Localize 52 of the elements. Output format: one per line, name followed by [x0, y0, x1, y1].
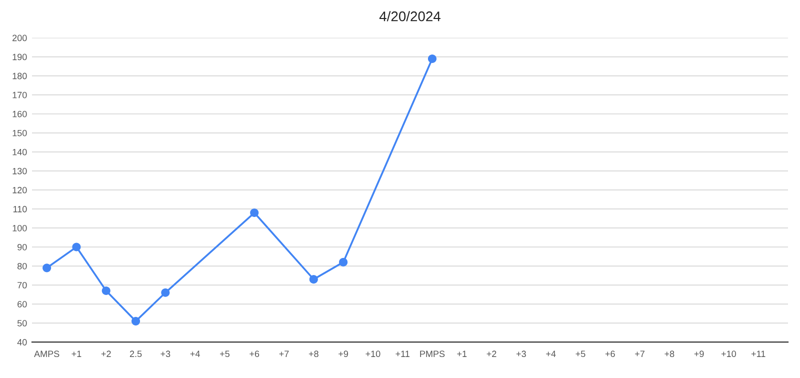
- y-tick-label: 150: [12, 130, 27, 136]
- x-tick-label: +1: [72, 350, 82, 357]
- x-tick-label: +7: [635, 350, 644, 357]
- y-tick-label: 100: [12, 224, 27, 232]
- point: [339, 258, 348, 266]
- point: [131, 316, 140, 326]
- x-tick-label: +5: [220, 350, 230, 358]
- x-tick-label: AMPS: [34, 350, 60, 358]
- y-tick-label: 80: [17, 262, 27, 270]
- x-tick-label: +8: [308, 350, 318, 358]
- x-tick-label: +6: [605, 350, 615, 358]
- point: [102, 286, 110, 296]
- x-tick-label: +2: [101, 350, 111, 357]
- y-tick-label: 70: [18, 282, 27, 288]
- point: [42, 264, 52, 272]
- y-tick-label: 120: [12, 186, 27, 194]
- x-tick-label: +4: [190, 350, 200, 357]
- x-tick-label: +4: [546, 350, 556, 357]
- x-tick-label: +11: [751, 350, 766, 357]
- y-tick-label: 140: [12, 148, 27, 156]
- x-tick-label: +10: [721, 350, 736, 358]
- y-tick-label: 60: [18, 301, 27, 308]
- x-tick-label: 2.5: [130, 350, 142, 358]
- y-tick-label: 200: [12, 34, 27, 42]
- point: [72, 242, 81, 252]
- x-tick-label: +1: [457, 350, 467, 357]
- point: [250, 208, 259, 218]
- x-tick-label: +9: [694, 350, 704, 358]
- point: [428, 54, 437, 63]
- x-tick-label: +3: [516, 350, 526, 358]
- x-tick-label: +11: [396, 350, 410, 357]
- y-tick-label: 50: [17, 320, 27, 326]
- x-tick-label: +10: [366, 350, 380, 358]
- x-tick-label: +8: [664, 350, 674, 358]
- x-tick-label: +3: [160, 350, 170, 358]
- y-tick-label: 110: [13, 206, 27, 212]
- y-tick-label: 90: [18, 244, 27, 250]
- point: [161, 288, 170, 297]
- x-tick-label: +5: [576, 350, 586, 358]
- x-tick-label: +6: [250, 350, 260, 358]
- x-tick-label: +2: [486, 350, 496, 357]
- y-tick-label: 130: [12, 168, 27, 174]
- x-tick-label: PMPS: [420, 350, 445, 358]
- y-tick-label: 160: [12, 110, 27, 118]
- y-tick-label: 180: [12, 72, 27, 80]
- point: [309, 275, 318, 284]
- x-tick-label: +9: [338, 350, 348, 358]
- x-tick-label: +7: [279, 350, 289, 357]
- y-tick-label: 190: [12, 54, 27, 60]
- y-tick-label: 170: [12, 92, 27, 98]
- y-tick-label: 40: [17, 339, 27, 346]
- chart-title: 4/20/2024: [379, 11, 440, 22]
